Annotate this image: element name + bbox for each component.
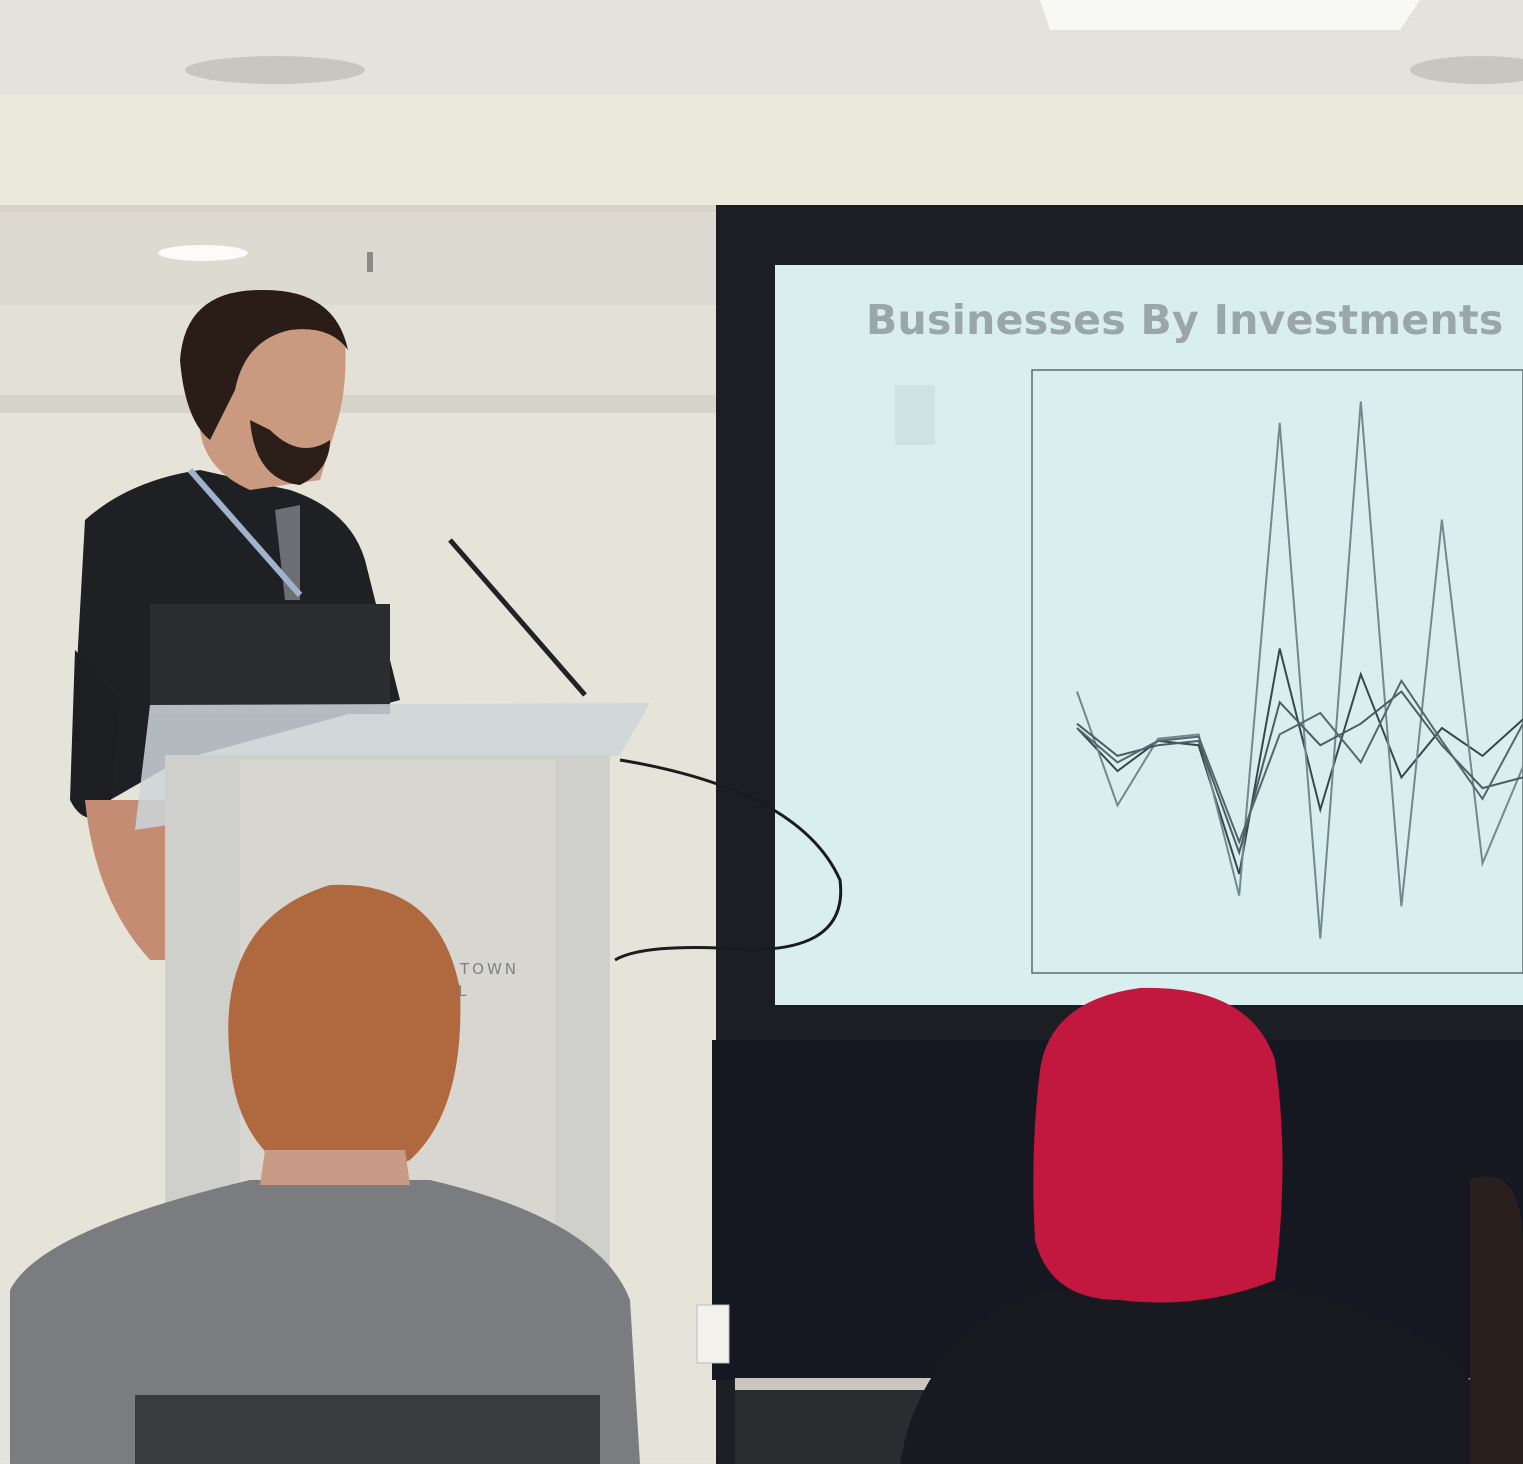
- podium-text-line1: TOWN: [460, 960, 520, 978]
- recessed-ceiling: [0, 212, 720, 310]
- soffit: [0, 95, 1523, 210]
- microphone: [448, 538, 587, 697]
- chart-series-line: [1076, 648, 1523, 875]
- ceiling-speaker: [185, 56, 365, 84]
- audience-member-right: [900, 987, 1523, 1464]
- outlet: [696, 1304, 730, 1364]
- hijab: [1033, 987, 1283, 1303]
- screen-surface: [775, 265, 1523, 1005]
- chart-series-line: [1076, 401, 1523, 939]
- sprinkler: [367, 252, 373, 272]
- chart-faint-legend: [895, 385, 935, 445]
- podium-text-line2: L: [458, 982, 470, 1000]
- slide-chart: [895, 369, 1523, 974]
- laptop: [150, 604, 390, 714]
- audience-member-left: [10, 884, 640, 1464]
- ceiling-speaker-right: [1410, 56, 1523, 84]
- wall-molding: [0, 395, 720, 413]
- ceiling-light: [1040, 0, 1420, 30]
- downlight: [158, 245, 248, 261]
- slide-title: Businesses By Investments: [866, 296, 1504, 344]
- podium-cable: [614, 758, 843, 962]
- chart-series-line: [1076, 678, 1523, 845]
- chart-plot-area: [1031, 369, 1523, 974]
